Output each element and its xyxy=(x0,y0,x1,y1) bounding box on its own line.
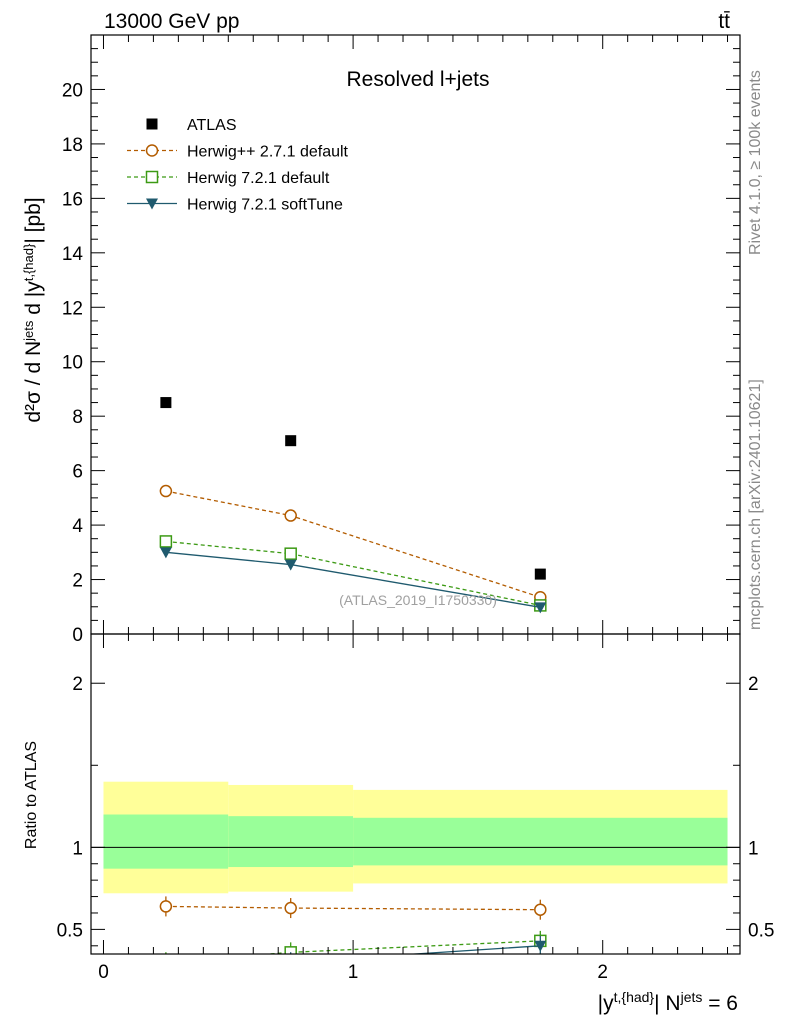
ratio-series xyxy=(159,896,547,973)
y-tick-label-14: 14 xyxy=(62,244,84,265)
ratio-point-herwig-7-2-1-default xyxy=(160,957,171,968)
ratio-point-herwig-2-7-1-default xyxy=(159,900,173,913)
ratio-y-axis-label: Ratio to ATLAS xyxy=(23,741,40,849)
y-tick-label-18: 18 xyxy=(62,135,83,156)
ratio-point-herwig-2-7-1-default xyxy=(284,901,297,915)
legend-label-herwig-7-2-1-softtune: Herwig 7.2.1 softTune xyxy=(187,197,343,214)
ratio-point-herwig-7-2-1-default xyxy=(284,946,297,954)
legend-label-herwig-2-7-1-default: Herwig++ 2.7.1 default xyxy=(187,144,349,161)
watermark: (ATLAS_2019_I1750330) xyxy=(339,592,497,608)
energy-label: 13000 GeV pp xyxy=(104,10,239,33)
main-point-atlas xyxy=(285,435,297,447)
ratio-axes: 0.5 0.5 1 1 2 2 0 1 2 xyxy=(57,633,774,983)
legend-marker-herwig-2-7-1-default xyxy=(145,144,159,157)
ratio-bands xyxy=(91,781,740,894)
y-tick-label-2: 2 xyxy=(72,571,83,592)
main-y-axis-label: d²σ / d Njets d |yt,{had}| [pb] xyxy=(21,197,46,422)
main-point-herwig-7-2-1-softtune xyxy=(284,559,297,571)
main-point-herwig-7-2-1-softtune xyxy=(534,602,547,614)
main-title: Resolved l+jets xyxy=(347,68,490,91)
ratio-x-axis-label: |yt,{had}| Njets = 6 xyxy=(598,989,738,1015)
main-point-herwig-7-2-1-default xyxy=(284,547,297,560)
legend-label-atlas: ATLAS xyxy=(187,117,237,134)
ratio-band-inner xyxy=(353,817,728,866)
legend-marker-atlas xyxy=(146,118,158,130)
y-tick-label-6: 6 xyxy=(72,462,83,483)
main-point-herwig-2-7-1-default xyxy=(284,509,297,522)
legend-marker-herwig-7-2-1-softtune xyxy=(146,198,158,210)
main-point-atlas xyxy=(160,397,172,409)
main-line-herwig-7-2-1-default xyxy=(165,540,541,607)
ratio-y-tick-label-left-2: 2 xyxy=(72,674,83,695)
ratio-y-tick-label-left-0.5: 0.5 xyxy=(57,920,83,941)
ratio-frame xyxy=(90,633,741,955)
main-line-herwig-2-7-1-default xyxy=(165,490,541,598)
ratio-y-tick-label-left-1: 1 xyxy=(72,838,83,859)
main-point-herwig-7-2-1-softtune xyxy=(159,547,172,559)
y-tick-label-8: 8 xyxy=(72,407,83,428)
ratio-y-tick-label-right-2: 2 xyxy=(748,674,759,695)
legend-marker-herwig-7-2-1-default xyxy=(145,170,159,184)
legend: ATLAS Herwig++ 2.7.1 default Herwig 7.2.1 … xyxy=(127,117,349,214)
y-tick-label-12: 12 xyxy=(62,298,83,319)
ratio-line-herwig-7-2-1-softtune xyxy=(405,945,541,954)
process-label: tt̄ xyxy=(718,10,730,33)
ratio-y-tick-label-right-1: 1 xyxy=(748,838,759,859)
rivet-label: Rivet 4.1.0, ≥ 100k events xyxy=(747,70,764,255)
y-tick-label-10: 10 xyxy=(62,353,83,374)
main-point-herwig-7-2-1-default xyxy=(159,535,173,548)
y-tick-label-20: 20 xyxy=(62,80,83,101)
y-tick-label-0: 0 xyxy=(72,625,83,646)
main-point-herwig-2-7-1-default xyxy=(159,484,173,498)
x-tick-label-1: 1 xyxy=(348,962,359,983)
ratio-point-herwig-7-2-1-softtune xyxy=(534,940,547,952)
ratio-band-inner xyxy=(228,816,354,868)
legend-label-herwig-7-2-1-default: Herwig 7.2.1 default xyxy=(187,170,330,187)
main-series xyxy=(159,397,547,614)
ratio-line-herwig-2-7-1-default xyxy=(165,905,541,911)
x-tick-label-0: 0 xyxy=(98,962,109,983)
ratio-y-tick-label-right-0.5: 0.5 xyxy=(748,920,774,941)
ratio-point-herwig-7-2-1-softtune xyxy=(285,957,297,968)
mcplots-label: mcplots.cern.ch [arXiv:2401.10621] xyxy=(747,379,764,630)
main-point-atlas xyxy=(534,568,546,580)
y-tick-label-16: 16 xyxy=(62,189,83,210)
main-axes: 0 2 4 6 8 10 12 14 16 18 20 xyxy=(62,34,741,646)
x-tick-label-2: 2 xyxy=(597,962,608,983)
ratio-band-inner xyxy=(103,814,229,869)
ratio-point-herwig-7-2-1-softtune xyxy=(160,962,172,973)
y-tick-label-4: 4 xyxy=(72,516,83,537)
ratio-point-herwig-2-7-1-default xyxy=(534,903,547,916)
